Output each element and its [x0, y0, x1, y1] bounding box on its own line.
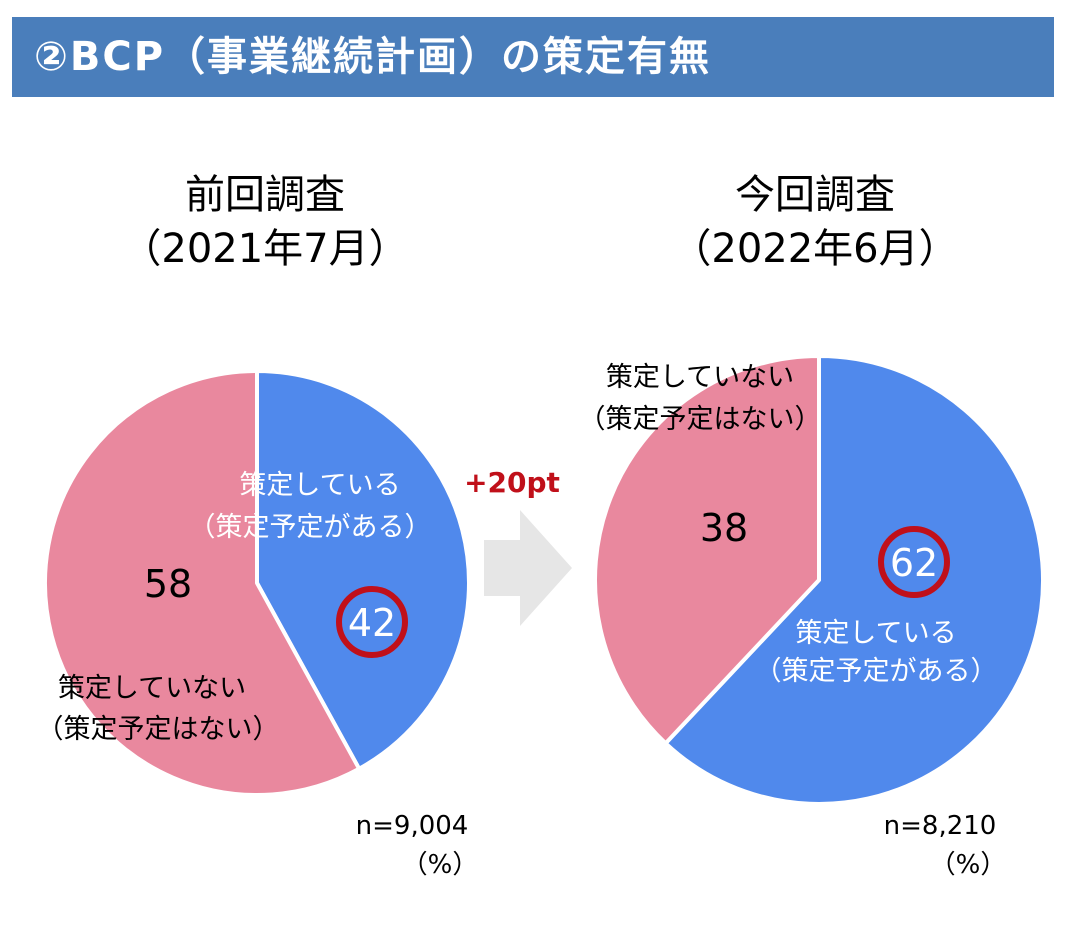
current-pie-slice-not-formulated [593, 354, 821, 746]
previous-unit-label: （%） [402, 850, 479, 880]
current-survey-title-line2: （2022年6月） [671, 226, 959, 272]
current-highlight-ring [878, 526, 950, 598]
previous-not-formulated-label-line1: 策定していない [58, 673, 246, 704]
current-formulated-label-line2: （策定予定がある） [755, 656, 998, 687]
previous-highlight-ring [336, 586, 408, 658]
previous-not-formulated-value: 58 [144, 562, 192, 606]
current-not-formulated-value: 38 [700, 506, 748, 550]
previous-not-formulated-label-line2: （策定予定はない） [37, 714, 280, 745]
current-sample-size: n=8,210 [884, 811, 997, 841]
current-pie-chart [593, 354, 1045, 806]
current-formulated-label-line1: 策定している [795, 618, 956, 649]
previous-survey-title-line2: （2021年7月） [121, 226, 409, 272]
previous-pie-chart [43, 369, 471, 797]
current-formulated-value: 62 [890, 541, 938, 585]
comparison-arrow [484, 510, 572, 626]
delta-label: +20pt [464, 466, 560, 499]
title-banner: ②BCP（事業継続計画）の策定有無 [12, 17, 1054, 97]
banner-title: ②BCP（事業継続計画）の策定有無 [34, 34, 712, 80]
previous-formulated-label-line2: （策定予定がある） [189, 512, 432, 543]
previous-formulated-value: 42 [348, 601, 396, 645]
previous-pie-slice-formulated [255, 369, 471, 771]
current-not-formulated-label-line2: （策定予定はない） [579, 404, 822, 435]
previous-sample-size: n=9,004 [356, 811, 469, 841]
previous-survey-title-line1: 前回調査 [185, 172, 345, 218]
current-not-formulated-label-line1: 策定していない [606, 362, 794, 393]
current-survey-title: 今回調査 （2022年6月） [630, 168, 1000, 276]
current-survey-title-line1: 今回調査 [735, 172, 895, 218]
previous-pie-slice-not-formulated [43, 369, 362, 797]
previous-formulated-label-line1: 策定している [239, 470, 400, 501]
current-pie-slice-formulated [663, 354, 1045, 806]
current-unit-label: （%） [930, 850, 1007, 880]
previous-survey-title: 前回調査 （2021年7月） [80, 168, 450, 276]
